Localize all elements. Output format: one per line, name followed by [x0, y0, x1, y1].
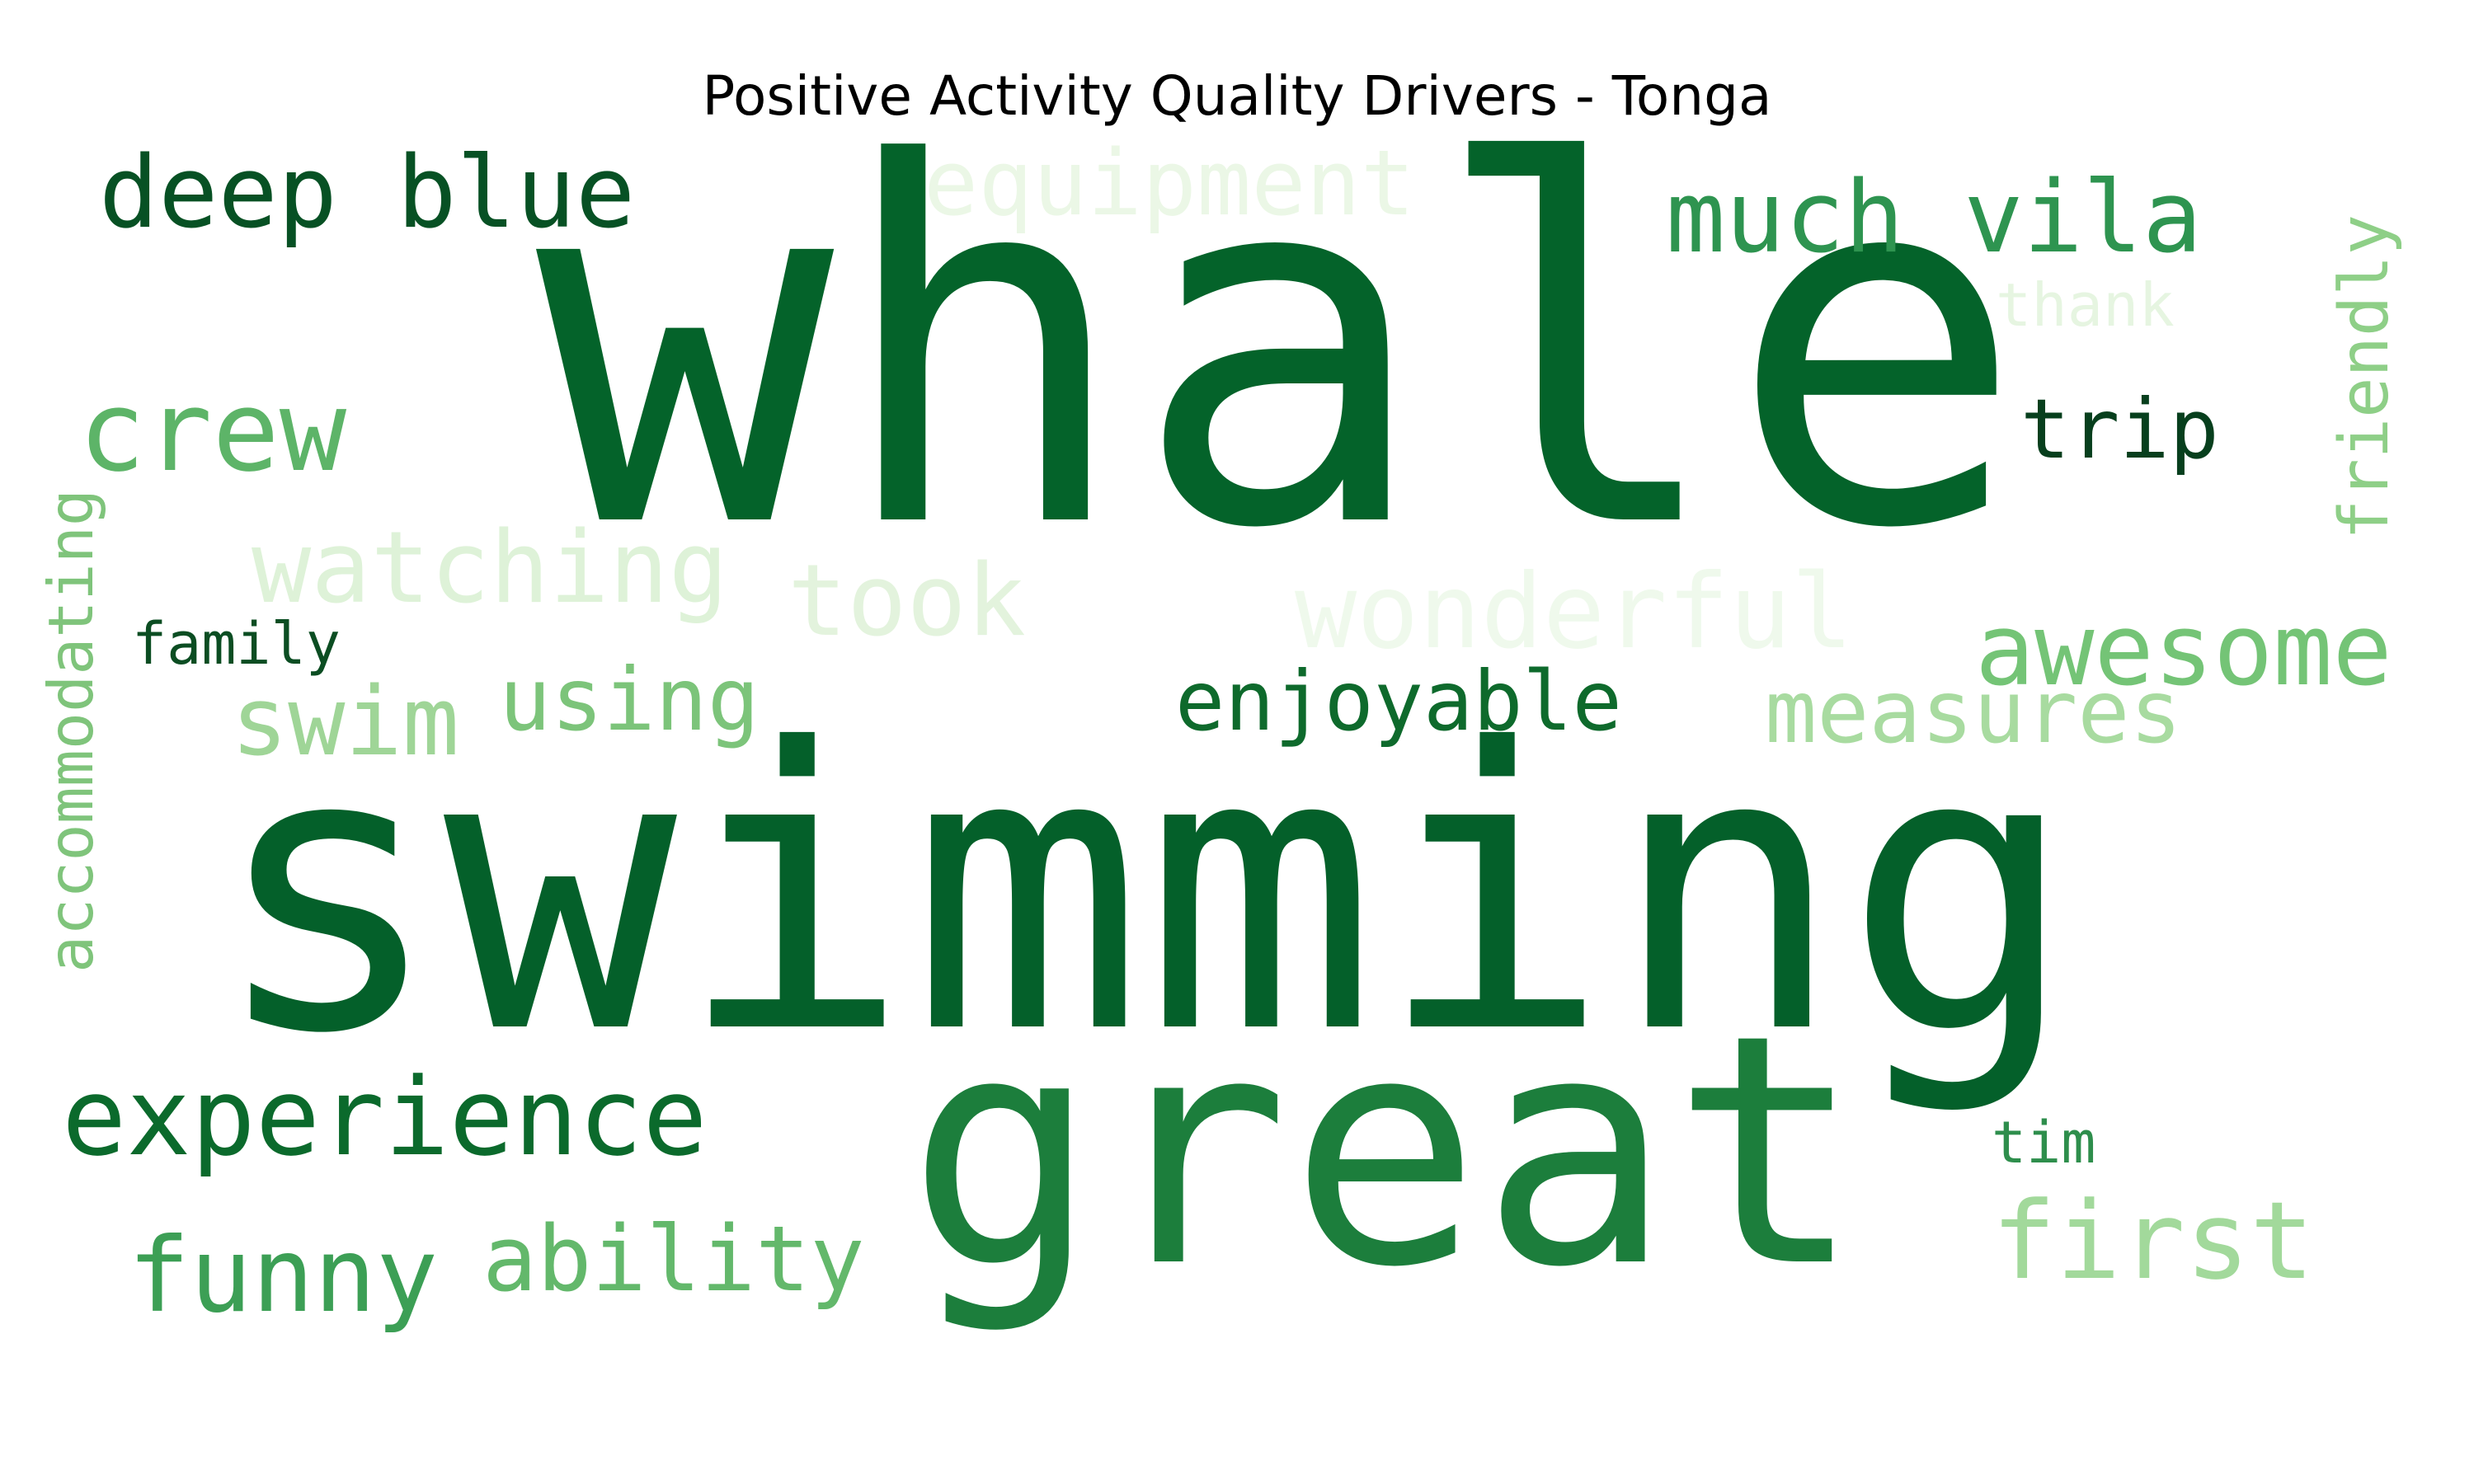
word-ability: ability [482, 1206, 865, 1312]
word-swim: swim [231, 667, 459, 777]
word-trip: trip [2020, 381, 2219, 477]
word-wonderful: wonderful [1295, 552, 1853, 672]
word-great: great [907, 967, 1863, 1336]
word-crew: crew [78, 367, 347, 496]
word-enjoyable: enjoyable [1175, 653, 1622, 749]
word-thank: thank [1996, 270, 2175, 340]
word-experience: experience [62, 1054, 708, 1180]
word-equipment: equipment [924, 130, 1415, 236]
word-awesome: awesome [1975, 594, 2392, 708]
chart-title: Positive Activity Quality Drivers - Tong… [702, 64, 1772, 128]
word-first: first [1992, 1178, 2314, 1303]
word-deep-blue: deep blue [99, 136, 635, 251]
word-watching: watching [252, 511, 728, 626]
word-took: took [788, 544, 1026, 659]
word-whale: whale [536, 60, 2025, 636]
word-tim: tim [1992, 1109, 2095, 1176]
word-swimming: swimming [210, 667, 2077, 1118]
word-family: family [132, 610, 341, 678]
word-much-vila: much vila [1666, 161, 2202, 275]
word-friendly: friendly [2326, 214, 2404, 540]
word-using: using [499, 650, 760, 750]
word-accommodating: accommodating [35, 489, 107, 973]
word-funny: funny [128, 1216, 438, 1336]
word-measures: measures [1765, 662, 2182, 763]
